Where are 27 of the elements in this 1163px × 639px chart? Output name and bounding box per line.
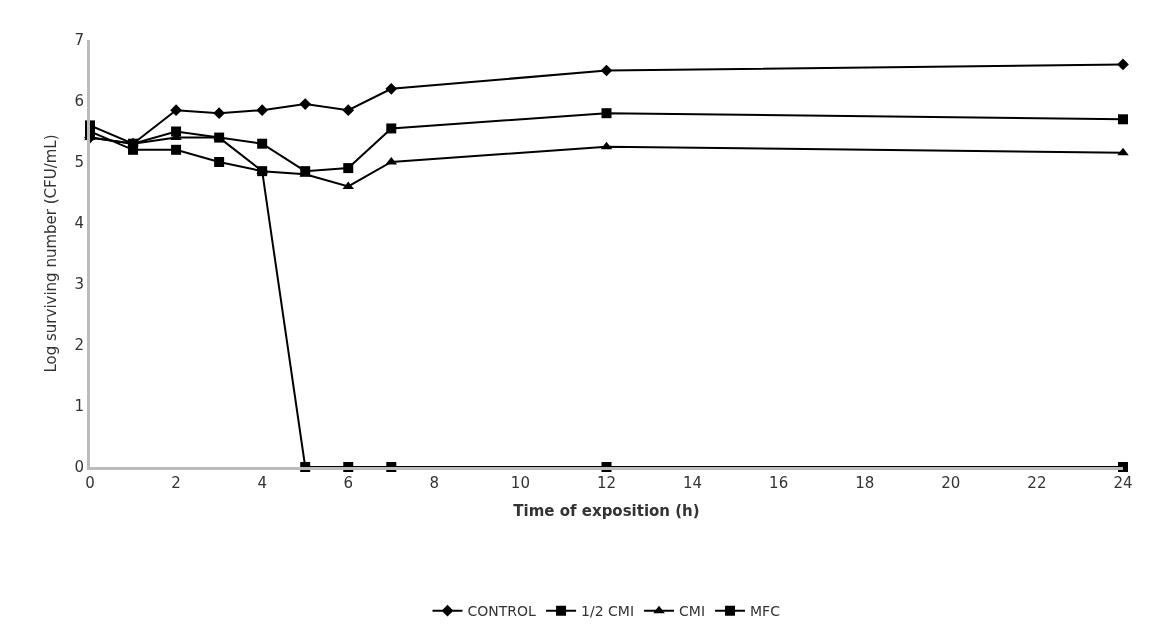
- y-tick-label: 5: [74, 153, 84, 172]
- legend-label: MFC: [750, 603, 781, 620]
- x-tick-label: 6: [343, 474, 354, 492]
- y-axis-title: Log surviving number (CFU/mL): [41, 134, 60, 373]
- y-tick-label: 7: [74, 31, 84, 50]
- x-tick-label: 14: [683, 474, 703, 492]
- x-tick-label: 10: [510, 474, 530, 492]
- x-tick-label: 20: [941, 474, 961, 492]
- x-axis-title: Time of exposition (h): [513, 502, 700, 520]
- x-tick-label: 16: [769, 474, 789, 492]
- x-tick-label: 24: [1113, 474, 1133, 492]
- x-tick-label: 12: [596, 474, 617, 492]
- legend-label: CMI: [679, 603, 706, 620]
- x-tick-label: 22: [1027, 474, 1047, 492]
- y-tick-label: 3: [74, 275, 84, 294]
- x-tick-label: 2: [171, 474, 181, 492]
- legend-label: CONTROL: [467, 603, 537, 620]
- x-tick-label: 8: [429, 474, 440, 492]
- y-tick-label: 2: [74, 336, 84, 355]
- y-tick-label: 1: [74, 397, 84, 416]
- x-tick-label: 4: [257, 474, 267, 492]
- legend-label: 1/2 CMI: [581, 603, 635, 620]
- x-tick-label: 18: [855, 474, 875, 492]
- y-tick-label: 4: [74, 214, 84, 233]
- x-tick-label: 0: [85, 474, 95, 492]
- y-tick-label: 6: [74, 92, 84, 111]
- y-tick-label: 0: [74, 458, 84, 477]
